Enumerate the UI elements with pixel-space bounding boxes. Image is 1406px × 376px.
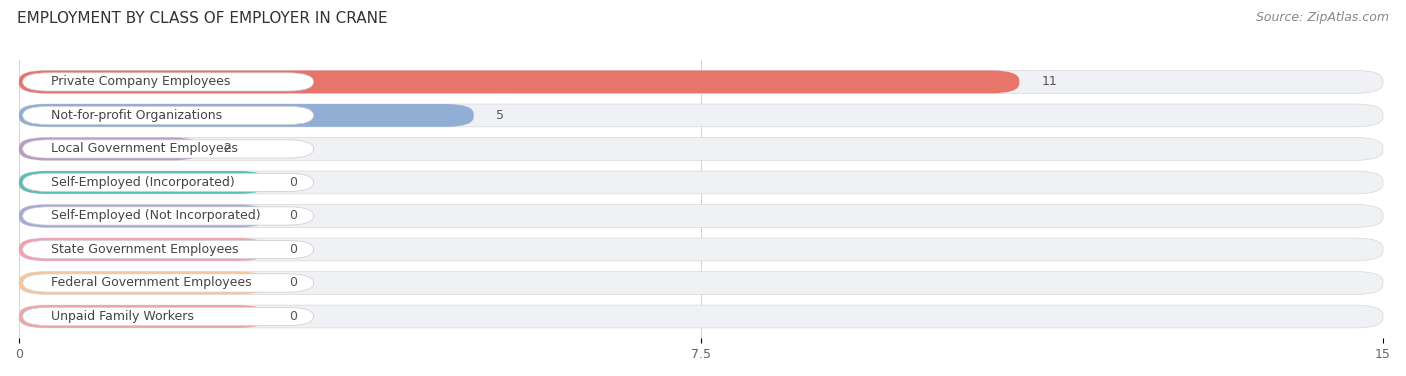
FancyBboxPatch shape (20, 171, 266, 194)
FancyBboxPatch shape (22, 240, 314, 259)
Text: 0: 0 (290, 276, 297, 290)
Text: 0: 0 (290, 310, 297, 323)
Text: 0: 0 (290, 243, 297, 256)
Text: Source: ZipAtlas.com: Source: ZipAtlas.com (1256, 11, 1389, 24)
Text: Local Government Employees: Local Government Employees (51, 143, 238, 155)
FancyBboxPatch shape (20, 271, 266, 294)
FancyBboxPatch shape (22, 73, 314, 91)
Text: Federal Government Employees: Federal Government Employees (51, 276, 252, 290)
Text: 0: 0 (290, 209, 297, 223)
Text: Self-Employed (Not Incorporated): Self-Employed (Not Incorporated) (51, 209, 260, 223)
FancyBboxPatch shape (20, 71, 1019, 93)
FancyBboxPatch shape (22, 173, 314, 191)
FancyBboxPatch shape (20, 205, 266, 227)
FancyBboxPatch shape (22, 140, 314, 158)
FancyBboxPatch shape (20, 305, 1384, 328)
Text: 2: 2 (224, 143, 232, 155)
FancyBboxPatch shape (20, 305, 266, 328)
Text: Self-Employed (Incorporated): Self-Employed (Incorporated) (51, 176, 235, 189)
FancyBboxPatch shape (22, 106, 314, 124)
FancyBboxPatch shape (20, 104, 1384, 127)
Text: Private Company Employees: Private Company Employees (51, 76, 231, 88)
FancyBboxPatch shape (20, 205, 1384, 227)
Text: 0: 0 (290, 176, 297, 189)
Text: State Government Employees: State Government Employees (51, 243, 239, 256)
FancyBboxPatch shape (20, 71, 1384, 93)
Text: Not-for-profit Organizations: Not-for-profit Organizations (51, 109, 222, 122)
Text: EMPLOYMENT BY CLASS OF EMPLOYER IN CRANE: EMPLOYMENT BY CLASS OF EMPLOYER IN CRANE (17, 11, 388, 26)
FancyBboxPatch shape (20, 238, 266, 261)
FancyBboxPatch shape (20, 238, 1384, 261)
Text: Unpaid Family Workers: Unpaid Family Workers (51, 310, 194, 323)
FancyBboxPatch shape (20, 171, 1384, 194)
FancyBboxPatch shape (22, 274, 314, 292)
FancyBboxPatch shape (20, 138, 201, 160)
FancyBboxPatch shape (22, 207, 314, 225)
FancyBboxPatch shape (22, 307, 314, 326)
Text: 11: 11 (1042, 76, 1057, 88)
FancyBboxPatch shape (20, 271, 1384, 294)
Text: 5: 5 (496, 109, 505, 122)
FancyBboxPatch shape (20, 104, 474, 127)
FancyBboxPatch shape (20, 138, 1384, 160)
